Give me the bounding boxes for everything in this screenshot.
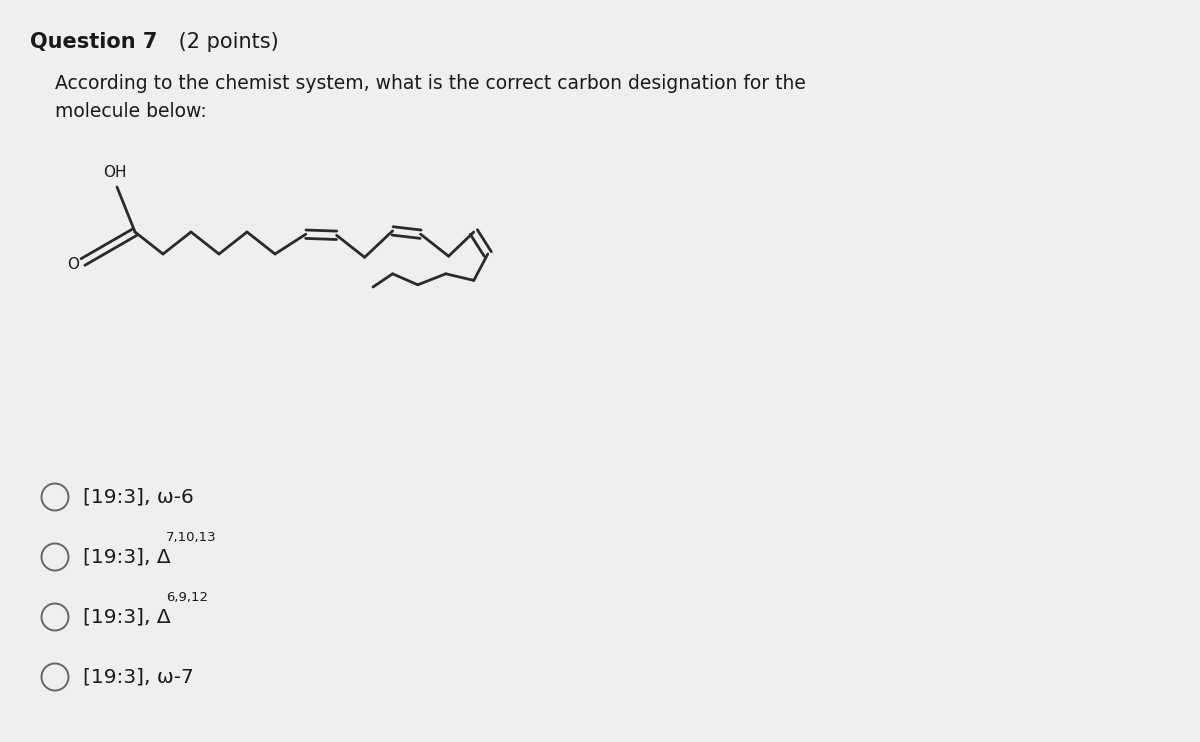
Text: (2 points): (2 points) (172, 32, 278, 52)
Text: [19:3], ω-7: [19:3], ω-7 (83, 668, 193, 686)
Text: [19:3], Δ: [19:3], Δ (83, 608, 170, 626)
Text: O: O (67, 257, 79, 272)
Text: 6,9,12: 6,9,12 (166, 591, 208, 603)
Text: Question 7: Question 7 (30, 32, 157, 52)
Text: According to the chemist system, what is the correct carbon designation for the
: According to the chemist system, what is… (55, 74, 806, 121)
Text: [19:3], Δ: [19:3], Δ (83, 548, 170, 566)
Text: [19:3], ω-6: [19:3], ω-6 (83, 487, 193, 507)
Text: 7,10,13: 7,10,13 (166, 531, 216, 543)
Text: OH: OH (103, 165, 127, 180)
